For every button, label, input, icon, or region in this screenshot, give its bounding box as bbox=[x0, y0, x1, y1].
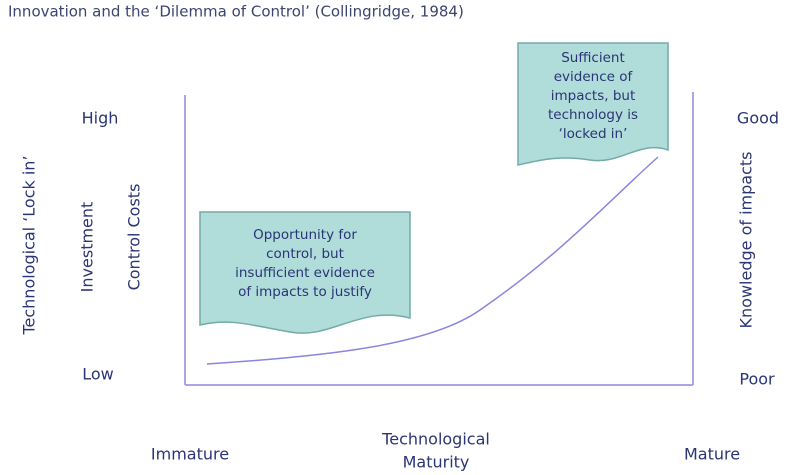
callout-text: of impacts to justify bbox=[238, 284, 372, 300]
callout-text: evidence of bbox=[554, 69, 634, 85]
high-label: High bbox=[82, 109, 119, 128]
callout-text: technology is bbox=[548, 107, 638, 123]
callout-text: Sufficient bbox=[561, 50, 625, 66]
callout-shape bbox=[199, 211, 411, 334]
callout-text: control, but bbox=[266, 246, 344, 262]
good-label: Good bbox=[737, 109, 779, 128]
callout-text: impacts, but bbox=[551, 88, 636, 104]
x-axis-label: Technological bbox=[381, 430, 490, 449]
right-axis-label: Knowledge of impacts bbox=[737, 152, 756, 329]
callout: Sufficient evidence of impacts, but technol… bbox=[517, 42, 669, 166]
curve bbox=[206, 156, 659, 365]
poor-label: Poor bbox=[739, 370, 775, 389]
callout-text: ‘locked in’ bbox=[559, 126, 628, 142]
left-axis-label: Control Costs bbox=[125, 184, 144, 291]
callout-text: insufficient evidence bbox=[235, 265, 375, 281]
callout-text: Opportunity for bbox=[253, 227, 357, 243]
left-axis-label: Technological ‘Lock in’ bbox=[20, 155, 39, 335]
left-axis-label: Investment bbox=[78, 202, 97, 293]
x-end-label: Mature bbox=[684, 445, 740, 464]
x-axis-label: Maturity bbox=[403, 453, 470, 472]
callout-shape bbox=[517, 42, 669, 166]
low-label: Low bbox=[82, 365, 114, 384]
x-start-label: Immature bbox=[151, 445, 229, 464]
callout: Opportunity for control, but insufficient … bbox=[199, 211, 411, 334]
title: Innovation and the ‘Dilemma of Control’ … bbox=[8, 3, 464, 21]
